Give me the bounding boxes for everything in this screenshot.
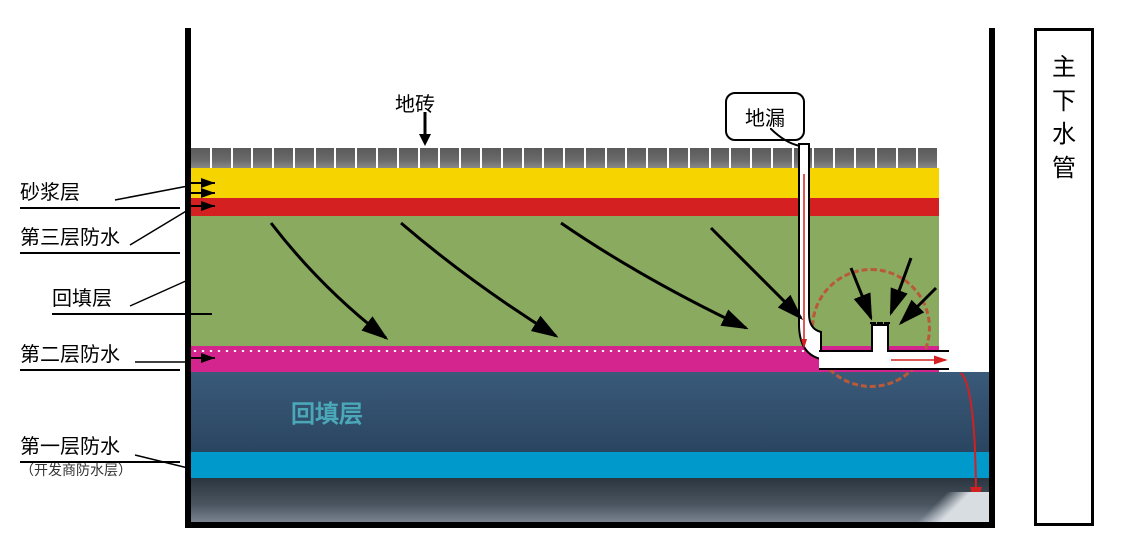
diagram-frame: 回填层 — [185, 28, 995, 528]
floor-drain-text: 地漏 — [745, 108, 785, 130]
mortar-layer — [191, 168, 939, 198]
tile-layer — [191, 148, 939, 168]
main-pipe-label-box: 主下水管 — [1034, 28, 1094, 526]
bottom-fill — [191, 478, 989, 522]
waterproof-layer-1 — [191, 452, 989, 478]
bottom-wedge — [899, 492, 989, 522]
tile-arrow — [418, 112, 438, 147]
floor-drain-connector — [770, 128, 810, 153]
drain-pipe — [799, 144, 821, 364]
waterproof-layer-3 — [191, 198, 939, 216]
left-label-connectors — [0, 0, 200, 556]
drain-connector-horizontal — [819, 350, 949, 370]
tile-pattern — [191, 148, 939, 168]
backfill-text-label: 回填层 — [291, 394, 363, 429]
drain-stub — [871, 324, 889, 352]
